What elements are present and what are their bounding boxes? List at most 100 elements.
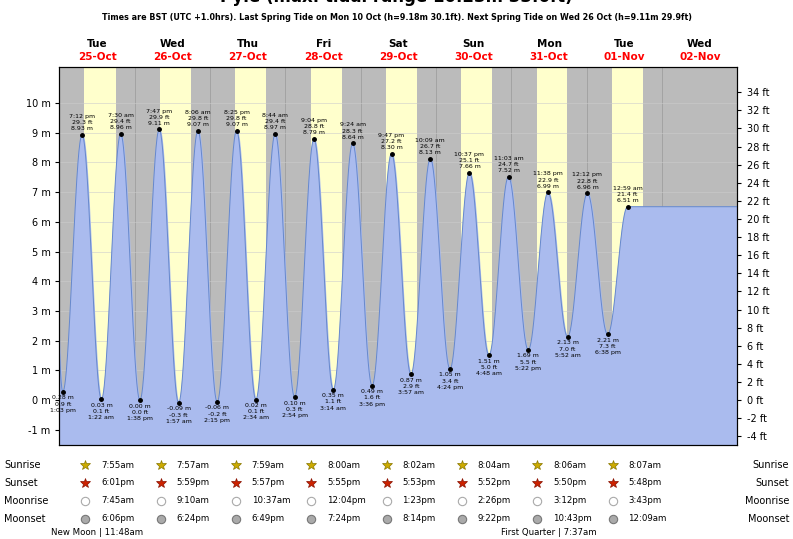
Text: 11:03 am
24.7 ft
7.52 m: 11:03 am 24.7 ft 7.52 m — [493, 156, 523, 173]
Text: 0.03 m
0.1 ft
1:22 am: 0.03 m 0.1 ft 1:22 am — [89, 403, 114, 420]
Text: 5:55pm: 5:55pm — [328, 479, 360, 487]
Text: 01-Nov: 01-Nov — [603, 52, 646, 62]
Text: 02-Nov: 02-Nov — [679, 52, 721, 62]
Text: 12:12 pm
22.8 ft
6.96 m: 12:12 pm 22.8 ft 6.96 m — [573, 172, 603, 190]
Text: 5:53pm: 5:53pm — [402, 479, 435, 487]
Text: 9:04 pm
28.8 ft
8.79 m: 9:04 pm 28.8 ft 8.79 m — [301, 118, 327, 135]
Text: 5:48pm: 5:48pm — [628, 479, 661, 487]
Text: 0.10 m
0.3 ft
2:54 pm: 0.10 m 0.3 ft 2:54 pm — [282, 400, 308, 418]
Bar — [311, 67, 342, 445]
Text: First Quarter | 7:37am: First Quarter | 7:37am — [501, 528, 597, 537]
Text: 6:24pm: 6:24pm — [176, 514, 209, 523]
Text: 8:44 am
29.4 ft
8.97 m: 8:44 am 29.4 ft 8.97 m — [262, 113, 288, 130]
Text: 10:09 am
26.7 ft
8.13 m: 10:09 am 26.7 ft 8.13 m — [416, 137, 445, 155]
Text: 25-Oct: 25-Oct — [78, 52, 117, 62]
Bar — [462, 67, 492, 445]
Text: 8:06am: 8:06am — [553, 461, 586, 469]
Text: 8:25 pm
29.8 ft
9.07 m: 8:25 pm 29.8 ft 9.07 m — [224, 110, 250, 127]
Text: Moonrise: Moonrise — [4, 496, 48, 506]
Text: 1.69 m
5.5 ft
5:22 pm: 1.69 m 5.5 ft 5:22 pm — [515, 354, 542, 371]
Text: 2.13 m
7.0 ft
5:52 am: 2.13 m 7.0 ft 5:52 am — [554, 341, 580, 358]
Bar — [236, 67, 266, 445]
Text: 10:43pm: 10:43pm — [553, 514, 592, 523]
Text: 6:49pm: 6:49pm — [252, 514, 285, 523]
Text: 0.00 m
0.0 ft
1:38 pm: 0.00 m 0.0 ft 1:38 pm — [127, 404, 153, 421]
Text: 6:06pm: 6:06pm — [102, 514, 134, 523]
Text: 2.21 m
7.3 ft
6:38 pm: 2.21 m 7.3 ft 6:38 pm — [595, 338, 621, 355]
Text: 10:37am: 10:37am — [252, 496, 290, 505]
Text: 8:02am: 8:02am — [402, 461, 435, 469]
Text: 1.51 m
5.0 ft
4:48 am: 1.51 m 5.0 ft 4:48 am — [476, 359, 502, 376]
Text: 5:52pm: 5:52pm — [477, 479, 511, 487]
Text: New Moon | 11:48am: New Moon | 11:48am — [51, 528, 144, 537]
Text: 3:12pm: 3:12pm — [553, 496, 586, 505]
Text: 7:47 pm
29.9 ft
9.11 m: 7:47 pm 29.9 ft 9.11 m — [146, 108, 172, 126]
Text: Sat: Sat — [389, 38, 408, 49]
Text: 9:24 am
28.3 ft
8.64 m: 9:24 am 28.3 ft 8.64 m — [339, 122, 366, 140]
Text: Wed: Wed — [159, 38, 186, 49]
Text: Thu: Thu — [237, 38, 259, 49]
Text: Tue: Tue — [86, 38, 108, 49]
Bar — [537, 67, 568, 445]
Text: Sunrise: Sunrise — [753, 460, 789, 470]
Text: 5:59pm: 5:59pm — [176, 479, 209, 487]
Text: Fri: Fri — [316, 38, 331, 49]
Text: 6:01pm: 6:01pm — [102, 479, 134, 487]
Text: 9:10am: 9:10am — [176, 496, 209, 505]
Text: Sunset: Sunset — [756, 478, 789, 488]
Text: 28-Oct: 28-Oct — [304, 52, 343, 62]
Text: 7:12 pm
29.3 ft
8.93 m: 7:12 pm 29.3 ft 8.93 m — [69, 114, 95, 132]
Text: Pyle (max. tidal range 10.23m 33.6ft): Pyle (max. tidal range 10.23m 33.6ft) — [220, 0, 573, 6]
Text: 7:24pm: 7:24pm — [328, 514, 360, 523]
Text: 29-Oct: 29-Oct — [379, 52, 418, 62]
Text: 11:38 pm
22.9 ft
6.99 m: 11:38 pm 22.9 ft 6.99 m — [533, 171, 563, 189]
Text: -0.06 m
-0.2 ft
2:15 pm: -0.06 m -0.2 ft 2:15 pm — [205, 405, 230, 423]
Text: Sun: Sun — [462, 38, 485, 49]
Text: Moonset: Moonset — [748, 514, 789, 523]
Text: Sunset: Sunset — [4, 478, 37, 488]
Text: 9:22pm: 9:22pm — [477, 514, 511, 523]
Text: 8:00am: 8:00am — [328, 461, 360, 469]
Text: Moonset: Moonset — [4, 514, 45, 523]
Text: 7:30 am
29.4 ft
8.96 m: 7:30 am 29.4 ft 8.96 m — [108, 113, 134, 130]
Text: -0.09 m
-0.3 ft
1:57 am: -0.09 m -0.3 ft 1:57 am — [166, 406, 192, 424]
Text: 3:43pm: 3:43pm — [628, 496, 661, 505]
Text: Wed: Wed — [687, 38, 713, 49]
Text: 5:50pm: 5:50pm — [553, 479, 586, 487]
Text: 31-Oct: 31-Oct — [530, 52, 569, 62]
Text: 10:37 pm
25.1 ft
7.66 m: 10:37 pm 25.1 ft 7.66 m — [454, 151, 485, 169]
Text: 0.28 m
0.9 ft
1:03 pm: 0.28 m 0.9 ft 1:03 pm — [50, 396, 76, 413]
Text: 8:07am: 8:07am — [628, 461, 661, 469]
Text: 27-Oct: 27-Oct — [228, 52, 267, 62]
Text: 26-Oct: 26-Oct — [153, 52, 192, 62]
Text: 0.02 m
0.1 ft
2:34 am: 0.02 m 0.1 ft 2:34 am — [243, 403, 269, 420]
Text: 0.49 m
1.6 ft
3:36 pm: 0.49 m 1.6 ft 3:36 pm — [359, 389, 385, 406]
Text: Mon: Mon — [537, 38, 561, 49]
Text: 1:23pm: 1:23pm — [402, 496, 435, 505]
Bar — [386, 67, 417, 445]
Bar — [84, 67, 116, 445]
Text: Sunrise: Sunrise — [4, 460, 40, 470]
Text: 0.87 m
2.9 ft
3:57 am: 0.87 m 2.9 ft 3:57 am — [398, 378, 424, 395]
Text: 7:55am: 7:55am — [102, 461, 134, 469]
Text: Tue: Tue — [614, 38, 635, 49]
Text: 12:59 am
21.4 ft
6.51 m: 12:59 am 21.4 ft 6.51 m — [613, 186, 642, 203]
Bar — [612, 67, 642, 445]
Text: 8:06 am
29.8 ft
9.07 m: 8:06 am 29.8 ft 9.07 m — [185, 110, 211, 127]
Text: 8:04am: 8:04am — [477, 461, 511, 469]
Text: 1.05 m
3.4 ft
4:24 pm: 1.05 m 3.4 ft 4:24 pm — [437, 372, 463, 390]
Text: 7:57am: 7:57am — [176, 461, 209, 469]
Text: 9:47 pm
27.2 ft
8.30 m: 9:47 pm 27.2 ft 8.30 m — [378, 133, 404, 150]
Text: Times are BST (UTC +1.0hrs). Last Spring Tide on Mon 10 Oct (h=9.18m 30.1ft). Ne: Times are BST (UTC +1.0hrs). Last Spring… — [102, 12, 691, 22]
Text: 12:04pm: 12:04pm — [328, 496, 366, 505]
Bar — [159, 67, 191, 445]
Text: 7:59am: 7:59am — [252, 461, 285, 469]
Text: 2:26pm: 2:26pm — [477, 496, 511, 505]
Text: 5:57pm: 5:57pm — [252, 479, 285, 487]
Text: 8:14pm: 8:14pm — [402, 514, 435, 523]
Text: 0.35 m
1.1 ft
3:14 am: 0.35 m 1.1 ft 3:14 am — [320, 393, 347, 411]
Text: 30-Oct: 30-Oct — [454, 52, 493, 62]
Text: 7:45am: 7:45am — [102, 496, 134, 505]
Text: Moonrise: Moonrise — [745, 496, 789, 506]
Text: 12:09am: 12:09am — [628, 514, 667, 523]
